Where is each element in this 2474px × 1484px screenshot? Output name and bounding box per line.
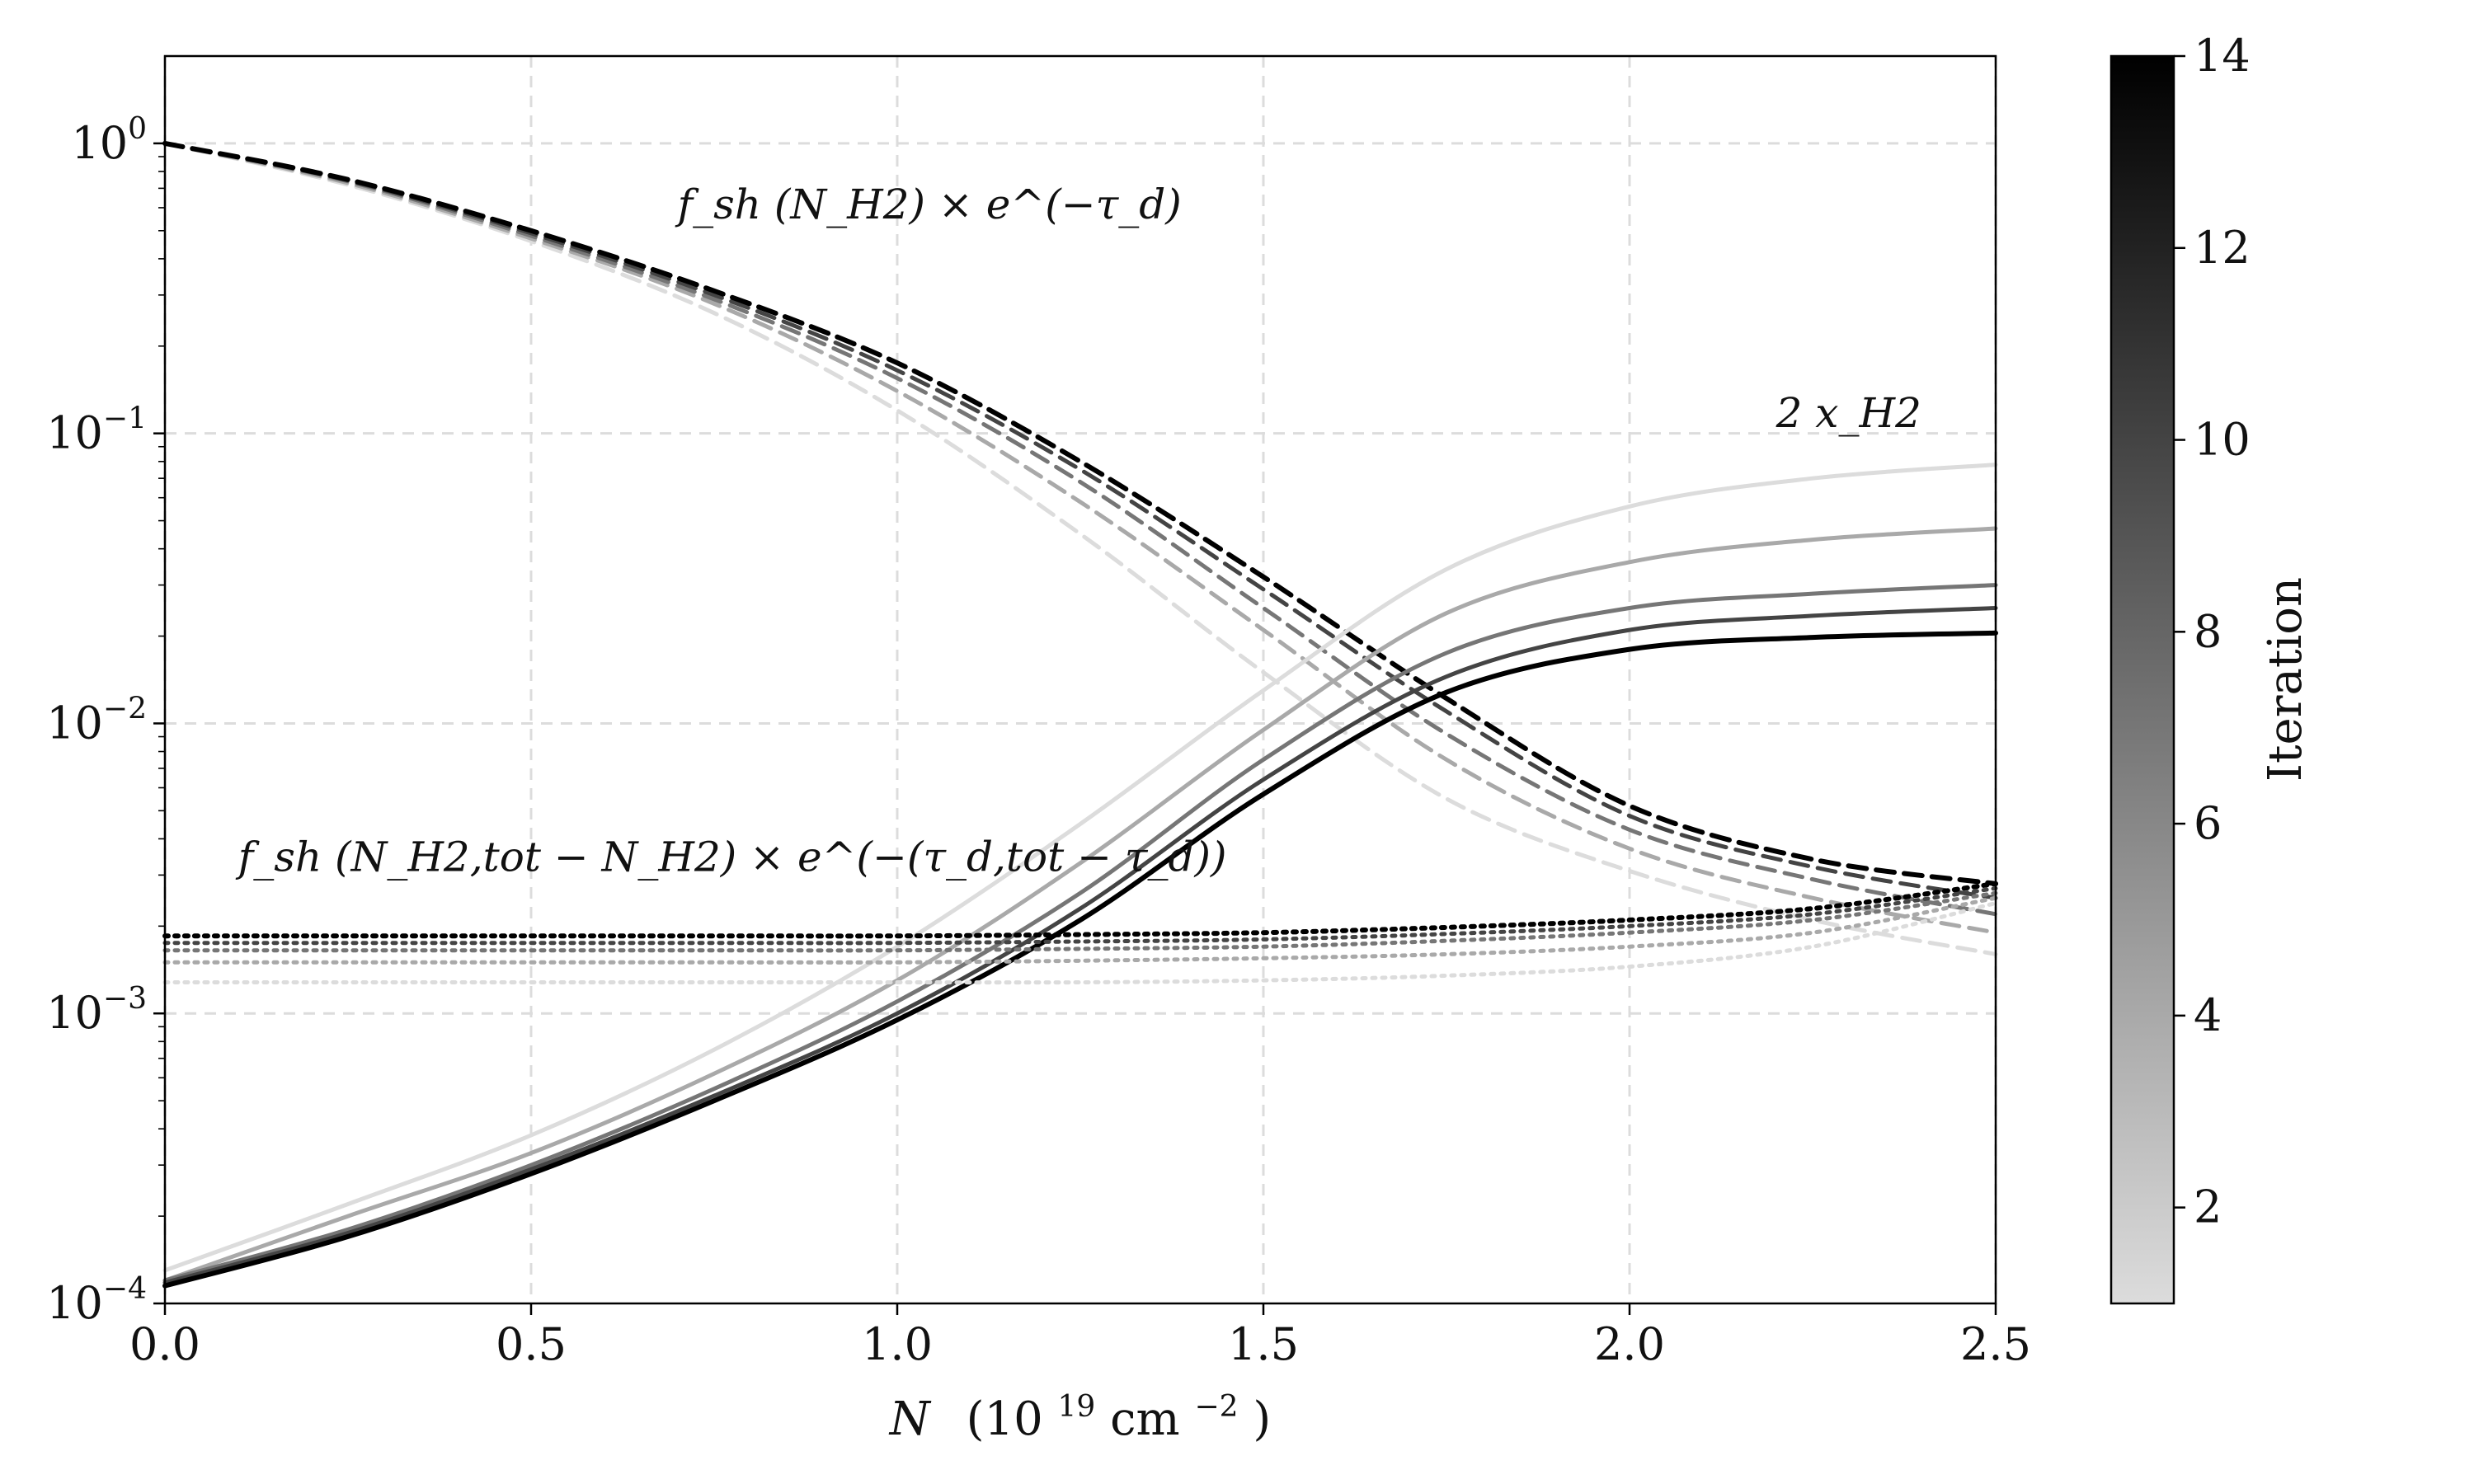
colorbar-tick-label: 14 (2194, 30, 2251, 82)
axis-ticks: 0.0 0.5 1.0 1.5 2.0 2.5 100 10−1 10−2 10−3 10−4 (46, 112, 2031, 1370)
colorbar-tick-label: 8 (2194, 605, 2222, 657)
x-tick-label: 2.0 (1594, 1318, 1665, 1370)
x-tick-label: 0.0 (129, 1318, 200, 1370)
colorbar-tick-label: 10 (2194, 414, 2251, 466)
x-tick-label: 0.5 (496, 1318, 567, 1370)
colorbar-label: Iteration (2259, 577, 2312, 782)
series-line-solid-iter-1 (162, 463, 1998, 1273)
annotation-shielding-back-text: f_sh (N_H2,tot − N_H2) × e^(−(τ_d,tot − … (235, 833, 1227, 881)
x-axis-label-unit-tail: cm (1110, 1392, 1179, 1446)
x-axis-label-close: ) (1253, 1392, 1271, 1446)
y-tick-label: 10−2 (46, 692, 147, 749)
x-axis-label-symbol: N (888, 1392, 932, 1446)
y-tick-label: 100 (71, 112, 147, 169)
annotations: f_sh (N_H2) × e^(−τ_d) 2 x_H2 f_sh (N_H2… (235, 181, 1921, 881)
x-axis-label-unit-exp: −2 (1194, 1390, 1238, 1424)
series-line-solid-iter-14 (162, 630, 1998, 1289)
annotation-shielding-back: f_sh (N_H2,tot − N_H2) × e^(−(τ_d,tot − … (235, 833, 1227, 881)
y-tick-label: 10−1 (46, 402, 147, 459)
y-tick-label: 10−3 (46, 982, 147, 1039)
series-line-dotted-iter-7 (162, 890, 1998, 953)
series-layer (162, 140, 1998, 1289)
x-tick-label: 2.5 (1960, 1318, 2031, 1370)
series-line-dotted-iter-10 (162, 886, 1998, 946)
colorbar-tick-label: 2 (2194, 1181, 2222, 1233)
series-line-dotted-iter-4 (162, 895, 1998, 965)
x-axis-label: N (10 19 cm −2 ) (888, 1374, 1271, 1446)
x-tick-label: 1.0 (862, 1318, 933, 1370)
annotation-h2-fraction-text: 2 x_H2 (1776, 389, 1921, 437)
x-tick-label: 1.5 (1228, 1318, 1299, 1370)
annotation-h2-fraction: 2 x_H2 (1776, 389, 1921, 437)
series-line-solid-iter-4 (162, 526, 1998, 1283)
y-tick-label: 10−4 (46, 1272, 147, 1329)
series-line-solid-iter-10 (162, 606, 1998, 1285)
colorbar-tick-label: 6 (2194, 797, 2222, 849)
series-line-dotted-iter-1 (162, 901, 1998, 985)
series-line-dotted-iter-14 (162, 881, 1998, 939)
series-line-dashed-iter-14 (162, 140, 1998, 886)
colorbar-tick-label: 4 (2194, 989, 2222, 1041)
plot-area-frame (163, 54, 1997, 1305)
colorbar-ticks: 2 4 6 8 10 12 14 (2174, 30, 2251, 1233)
series-line-solid-iter-7 (162, 583, 1998, 1283)
colorbar (2109, 54, 2175, 1305)
series-line-dashed-iter-4 (162, 141, 1998, 935)
x-axis-label-exp: 19 (1058, 1390, 1096, 1424)
annotation-shielding-front: f_sh (N_H2) × e^(−τ_d) (675, 181, 1182, 228)
colorbar-tick-label: 12 (2194, 222, 2251, 274)
annotation-shielding-front-text: f_sh (N_H2) × e^(−τ_d) (675, 181, 1182, 228)
x-axis-label-units: (10 (967, 1392, 1043, 1446)
